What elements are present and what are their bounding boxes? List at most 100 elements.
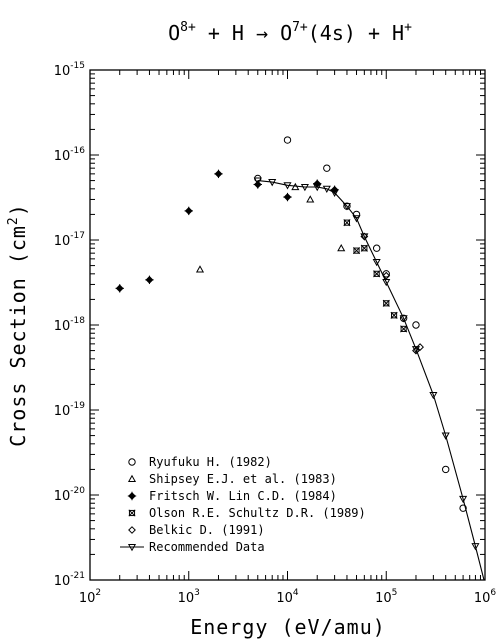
circle-shape [372,244,381,252]
down-triangle-shape [411,346,421,354]
chart-title: O8+ + H → O7+(4s) + H+ [168,20,412,45]
data-point [283,136,292,144]
title-sup-a: 8+ [180,20,196,35]
legend-label: Belkic D. (1991) [149,523,265,537]
down-triangle-shape [382,279,391,287]
x-b [373,270,381,278]
data-point [382,279,391,287]
data-point [382,271,391,280]
legend-label: Recommended Data [149,540,265,554]
y-tick-label: 10-21 [54,571,85,589]
x-b [390,311,398,319]
triangle-shape [337,244,346,252]
data-point [313,183,322,192]
data-point [400,325,408,333]
legend-marker [127,491,137,501]
series-3 [343,219,408,333]
circle-shape [128,458,136,466]
down-triangle-shape [352,215,361,223]
x-b [400,325,408,333]
data-point [283,182,292,190]
data-point [416,343,424,351]
data-point [441,432,450,440]
down-triangle-shape [322,185,331,194]
down-triangle-shape [268,179,277,187]
down-triangle-shape [127,543,137,552]
down-triangle-shape [360,233,369,241]
down-triangle-shape [459,495,468,504]
data-point [323,164,331,172]
diamond-shape [128,526,136,534]
legend-label: Shipsey E.J. et al. (1983) [149,472,337,486]
data-point [360,244,368,252]
data-point [372,259,381,267]
data-point [300,183,309,192]
box-shape [400,325,407,332]
triangle-shape [195,265,205,273]
down-triangle-shape [441,432,450,440]
y-tick-label: 10-16 [54,146,86,164]
circle-shape [323,164,331,172]
data-point [352,215,361,223]
y-axis-label-main: Cross Section (cm [6,225,30,447]
data-point [382,270,390,278]
data-point [412,321,420,329]
data-point [471,543,480,551]
title-part-b: + H → O [196,21,292,45]
y-axis-label: Cross Section (cm2) [6,203,30,447]
series-line [257,180,485,580]
box-shape [373,270,380,277]
x-b [352,247,361,255]
data-point [337,244,346,252]
legend-marker [127,474,137,483]
data-point [459,495,468,504]
down-triangle-shape [253,177,262,185]
y-tick-label: 10-17 [54,231,85,249]
x-tick-label: 102 [79,588,101,606]
data-point [373,270,381,278]
y-axis-label-sup: 2 [6,216,21,225]
data-point [459,504,467,512]
y-axis-label-end: ) [6,203,30,216]
legend-label: Ryufuku H. (1982) [149,455,272,469]
legend-marker [127,543,137,552]
x-tick-label: 106 [474,588,497,606]
circle-shape [283,136,292,144]
data-point [343,219,351,227]
x-b [343,219,351,227]
legend-label: Olson R.E. Schultz D.R. (1989) [149,506,366,520]
down-triangle-shape [300,183,309,192]
x-b [128,509,136,517]
data-point [352,247,361,255]
data-point [360,233,369,241]
x-tick-label: 104 [276,588,299,606]
data-point [115,284,124,293]
title-part-a: O [168,21,180,45]
title-sup-c: + [404,20,412,35]
data-point [268,179,277,187]
y-tick-label: 10-15 [54,61,85,79]
circle-shape [382,270,390,278]
data-point [283,192,292,202]
y-tick-label: 10-18 [54,316,86,334]
down-triangle-shape [313,183,322,192]
y-tick-label: 10-20 [54,486,86,504]
data-point [342,203,352,211]
x-tick-label: 105 [375,588,397,606]
x-b [382,299,390,307]
down-triangle-shape [342,203,352,211]
legend-marker [128,509,136,517]
data-point [411,346,421,354]
x-b [360,244,368,252]
data-point [372,244,381,252]
data-point [429,391,438,400]
box-shape [361,245,368,252]
circle-shape [442,465,450,474]
box-shape [391,312,398,319]
data-point [195,265,205,273]
triangle-shape [127,474,137,483]
plot-area: 102 103 104 105 106 10-15 10-16 10-17 10-18 10-19… [54,61,497,606]
diamond-shape [382,271,391,280]
data-point [330,189,339,197]
